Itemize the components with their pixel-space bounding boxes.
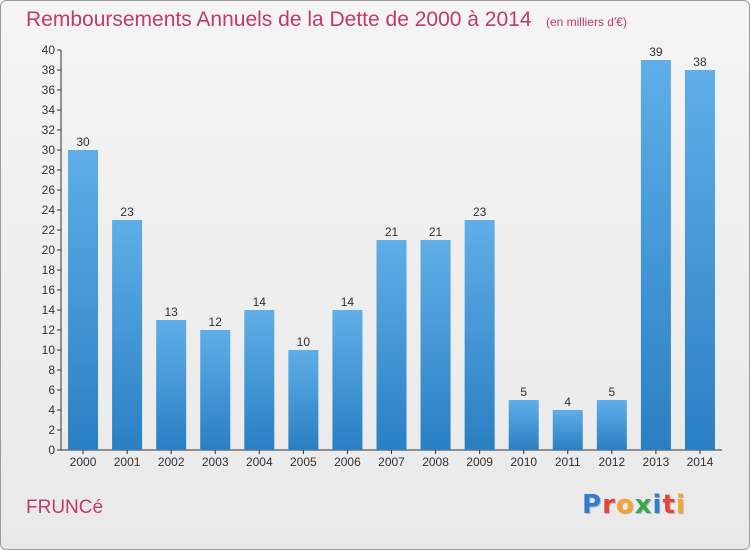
x-tick-label: 2010 xyxy=(510,455,537,469)
logo-letter: i xyxy=(675,490,686,520)
bar-2003 xyxy=(200,330,231,450)
y-tick-label: 24 xyxy=(42,203,56,217)
bar-2010 xyxy=(508,400,539,450)
y-tick-label: 14 xyxy=(42,303,56,317)
x-tick-label: 2005 xyxy=(290,455,317,469)
bar-2004 xyxy=(244,310,275,450)
bar-value-label: 5 xyxy=(608,385,615,399)
x-tick-label: 2014 xyxy=(687,455,714,469)
logo-letter: t xyxy=(662,490,676,520)
bar-value-label: 21 xyxy=(429,225,443,239)
bar-value-label: 38 xyxy=(693,55,707,69)
x-tick-label: 2011 xyxy=(555,455,581,469)
logo-letter: P xyxy=(582,490,603,520)
y-tick-label: 26 xyxy=(42,183,56,197)
bar-value-label: 10 xyxy=(297,335,311,349)
y-tick-label: 36 xyxy=(42,83,56,97)
bar-value-label: 30 xyxy=(76,135,90,149)
bar-value-label: 21 xyxy=(385,225,399,239)
x-tick-label: 2006 xyxy=(334,455,361,469)
bar-value-label: 4 xyxy=(564,395,571,409)
y-tick-label: 10 xyxy=(42,343,56,357)
y-tick-label: 0 xyxy=(48,443,55,457)
chart-unit: (en milliers d'€) xyxy=(545,15,627,29)
bar-2000 xyxy=(68,150,99,450)
bar-value-label: 39 xyxy=(649,45,663,59)
x-tick-label: 2004 xyxy=(246,455,273,469)
logo-letter: r xyxy=(602,490,616,520)
y-tick-label: 40 xyxy=(42,43,56,57)
logo-letter: x xyxy=(634,490,653,520)
x-tick-label: 2007 xyxy=(378,455,405,469)
chart-bars: 30 23 13 12 14 10 14 21 21 23 5 4 5 39 38 xyxy=(68,45,715,450)
bar-value-label: 14 xyxy=(341,295,355,309)
y-tick-label: 34 xyxy=(42,103,56,117)
y-tick-label: 18 xyxy=(42,263,56,277)
bar-2007 xyxy=(376,240,407,450)
y-tick-label: 16 xyxy=(42,283,56,297)
y-tick-label: 8 xyxy=(48,363,55,377)
chart-title-row: Remboursements Annuels de la Dette de 20… xyxy=(26,8,627,32)
bar-2002 xyxy=(156,320,187,450)
x-tick-label: 2001 xyxy=(114,455,141,469)
x-tick-label: 2009 xyxy=(466,455,493,469)
bar-2011 xyxy=(552,410,583,450)
x-tick-label: 2012 xyxy=(598,455,625,469)
x-tick-label: 2000 xyxy=(70,455,97,469)
y-tick-label: 28 xyxy=(42,163,56,177)
x-tick-label: 2002 xyxy=(158,455,185,469)
bar-2001 xyxy=(112,220,143,450)
bar-value-label: 23 xyxy=(120,205,134,219)
x-tick-label: 2003 xyxy=(202,455,229,469)
logo-letter: o xyxy=(615,490,635,520)
chart-axes: 0246810121416182022242628303234363840200… xyxy=(42,43,722,469)
proxiti-logo[interactable]: Proxiti xyxy=(582,490,686,520)
x-tick-label: 2008 xyxy=(422,455,449,469)
bar-value-label: 12 xyxy=(209,315,223,329)
bar-value-label: 5 xyxy=(520,385,527,399)
bar-value-label: 23 xyxy=(473,205,487,219)
bar-value-label: 14 xyxy=(253,295,267,309)
x-tick-label: 2013 xyxy=(643,455,670,469)
y-tick-label: 32 xyxy=(42,123,56,137)
bar-2013 xyxy=(640,60,671,450)
y-tick-label: 4 xyxy=(48,403,55,417)
bar-value-label: 13 xyxy=(164,305,178,319)
bar-2008 xyxy=(420,240,451,450)
y-tick-label: 38 xyxy=(42,63,56,77)
y-tick-label: 12 xyxy=(42,323,56,337)
y-tick-label: 22 xyxy=(42,223,56,237)
bar-2005 xyxy=(288,350,319,450)
logo-letter: i xyxy=(652,490,663,520)
chart-title: Remboursements Annuels de la Dette de 20… xyxy=(26,8,532,31)
bar-2009 xyxy=(464,220,495,450)
bar-2014 xyxy=(684,70,715,450)
y-tick-label: 30 xyxy=(42,143,56,157)
bar-2006 xyxy=(332,310,363,450)
y-tick-label: 20 xyxy=(42,243,56,257)
y-tick-label: 2 xyxy=(48,423,55,437)
y-tick-label: 6 xyxy=(48,383,55,397)
bar-2012 xyxy=(596,400,627,450)
commune-name: FRUNCé xyxy=(26,497,104,518)
